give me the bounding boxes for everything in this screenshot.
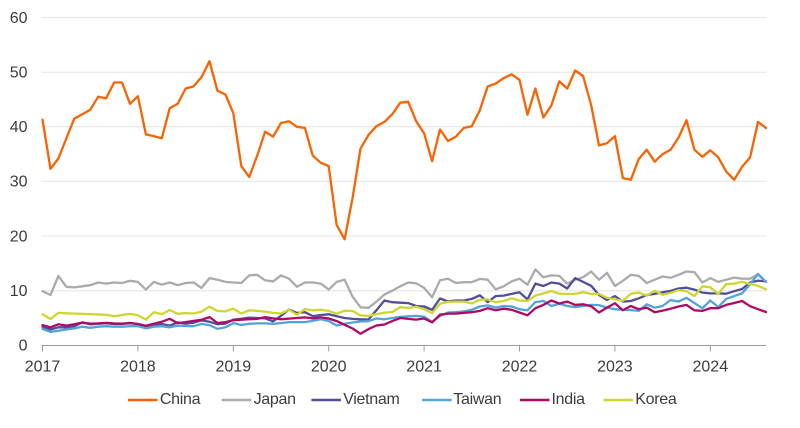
- svg-text:2017: 2017: [25, 359, 61, 376]
- svg-text:Taiwan: Taiwan: [453, 391, 501, 408]
- svg-text:2021: 2021: [406, 359, 442, 376]
- svg-text:India: India: [552, 391, 586, 408]
- svg-text:2023: 2023: [597, 359, 633, 376]
- svg-text:40: 40: [10, 119, 28, 136]
- svg-text:0: 0: [19, 338, 28, 355]
- svg-text:10: 10: [10, 283, 28, 300]
- svg-text:2018: 2018: [120, 359, 156, 376]
- svg-text:China: China: [160, 391, 201, 408]
- svg-text:60: 60: [10, 10, 28, 27]
- svg-text:Korea: Korea: [635, 391, 677, 408]
- svg-text:20: 20: [10, 228, 28, 245]
- svg-text:Japan: Japan: [254, 391, 296, 408]
- svg-text:2024: 2024: [693, 359, 729, 376]
- svg-text:50: 50: [10, 65, 28, 82]
- svg-text:2022: 2022: [502, 359, 538, 376]
- svg-text:30: 30: [10, 174, 28, 191]
- svg-text:Vietnam: Vietnam: [343, 391, 399, 408]
- svg-text:2020: 2020: [311, 359, 347, 376]
- svg-text:2019: 2019: [216, 359, 252, 376]
